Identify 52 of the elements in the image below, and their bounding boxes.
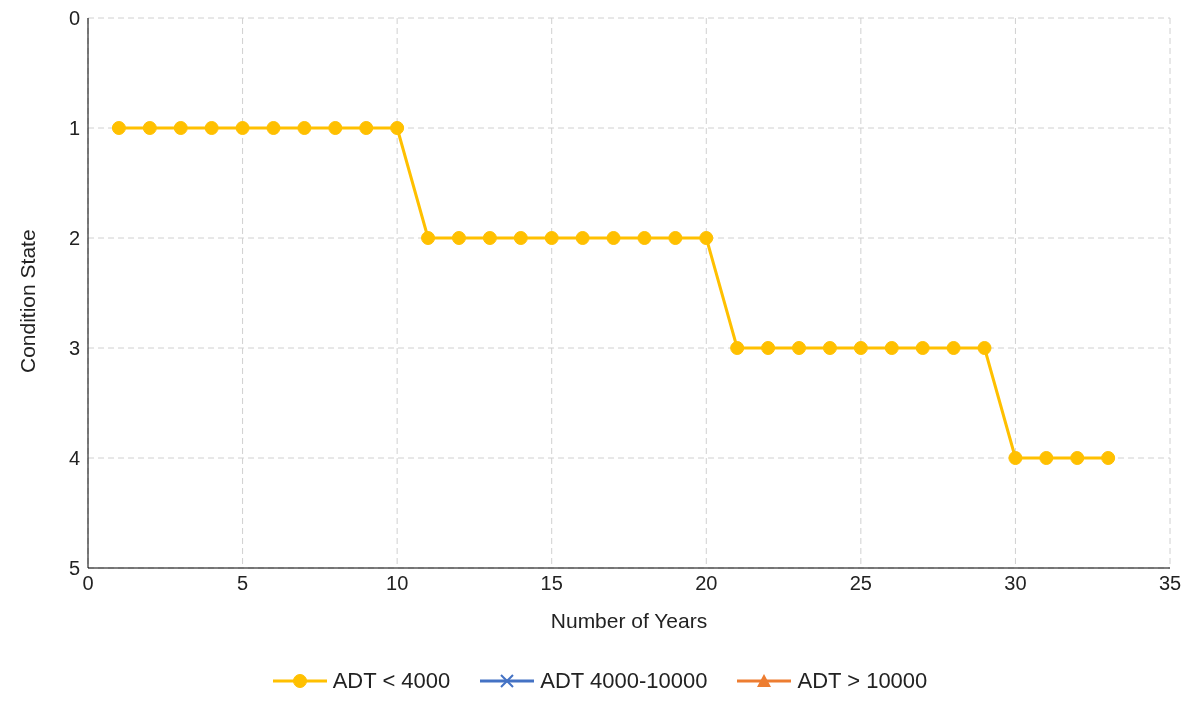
point: [266, 121, 281, 135]
y-tick-label: 0: [68, 7, 80, 30]
x-tick-label: 15: [540, 572, 563, 595]
point: [359, 121, 374, 135]
legend-label: ADT < 4000: [332, 668, 451, 694]
point: [1070, 451, 1085, 465]
x-tick-label: 20: [695, 572, 718, 595]
y-tick-label: 4: [68, 447, 80, 470]
y-axis-title: Condition State: [16, 229, 40, 373]
x-tick-label: 5: [237, 572, 249, 595]
point: [699, 231, 714, 245]
point: [1008, 451, 1023, 465]
y-tick-label: 1: [68, 117, 80, 140]
point: [792, 341, 807, 355]
point: [884, 341, 899, 355]
point: [544, 231, 559, 245]
x-tick-label: 30: [1004, 572, 1027, 595]
x-tick-label: 0: [82, 572, 94, 595]
x-tick-label: 25: [849, 572, 872, 595]
point: [1039, 451, 1054, 465]
point: [668, 231, 683, 245]
point: [730, 341, 745, 355]
point: [421, 231, 436, 245]
point: [173, 121, 188, 135]
point: [111, 121, 126, 135]
point: [853, 341, 868, 355]
point: [235, 121, 250, 135]
point: [946, 341, 961, 355]
point: [297, 121, 312, 135]
x-tick-label: 10: [386, 572, 409, 595]
y-tick-label: 2: [68, 227, 80, 250]
point: [390, 121, 405, 135]
y-tick-label: 3: [68, 337, 80, 360]
point: [637, 231, 652, 245]
point: [915, 341, 930, 355]
point: [761, 341, 776, 355]
point: [1101, 451, 1116, 465]
x-axis-title: Number of Years: [550, 609, 708, 632]
point: [142, 121, 157, 135]
point: [513, 231, 528, 245]
legend-label: ADT > 10000: [797, 668, 928, 694]
point: [451, 231, 466, 245]
point: [482, 231, 497, 245]
y-tick-label: 5: [68, 557, 80, 580]
point: [204, 121, 219, 135]
point: [606, 231, 621, 245]
legend-label: ADT 4000-10000: [540, 668, 708, 694]
point: [822, 341, 837, 355]
point: [977, 341, 992, 355]
x-tick-label: 35: [1158, 572, 1182, 595]
point: [575, 231, 590, 245]
point: [328, 121, 343, 135]
